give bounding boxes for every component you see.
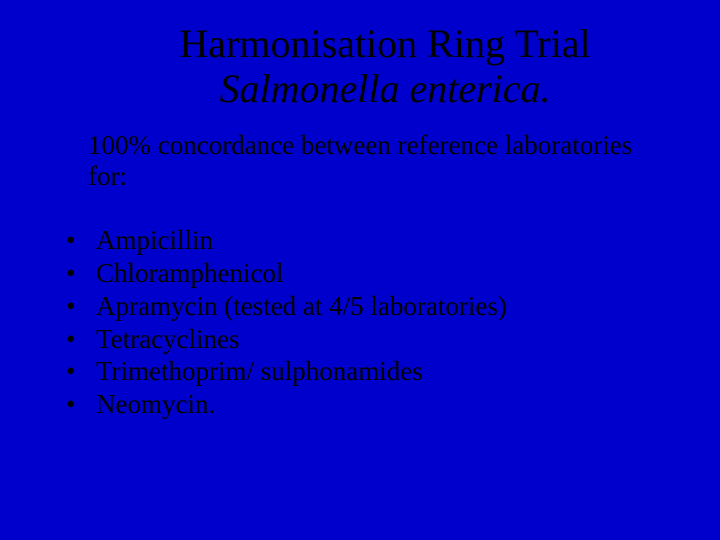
bullet-list: • Ampicillin • Chloramphenicol • Apramyc…: [60, 224, 660, 422]
title-block: Harmonisation Ring Trial Salmonella ente…: [110, 22, 660, 112]
bullet-icon: •: [60, 323, 96, 356]
list-item: • Ampicillin: [60, 224, 660, 257]
list-item: • Trimethoprim/ sulphonamides: [60, 355, 660, 388]
slide: Harmonisation Ring Trial Salmonella ente…: [0, 0, 720, 540]
bullet-text: Neomycin.: [96, 388, 660, 421]
list-item: • Apramycin (tested at 4/5 laboratories): [60, 290, 660, 323]
bullet-text: Chloramphenicol: [96, 257, 660, 290]
intro-text: 100% concordance between reference labor…: [88, 130, 650, 192]
bullet-icon: •: [60, 257, 96, 290]
title-line-2: Salmonella enterica.: [110, 67, 660, 112]
bullet-icon: •: [60, 388, 96, 421]
bullet-icon: •: [60, 290, 96, 323]
bullet-text: Trimethoprim/ sulphonamides: [96, 355, 660, 388]
bullet-icon: •: [60, 224, 96, 257]
bullet-text: Ampicillin: [96, 224, 660, 257]
bullet-text: Apramycin (tested at 4/5 laboratories): [96, 290, 660, 323]
bullet-text: Tetracyclines: [96, 323, 660, 356]
list-item: • Neomycin.: [60, 388, 660, 421]
list-item: • Tetracyclines: [60, 323, 660, 356]
title-line-1: Harmonisation Ring Trial: [110, 22, 660, 67]
bullet-icon: •: [60, 355, 96, 388]
list-item: • Chloramphenicol: [60, 257, 660, 290]
